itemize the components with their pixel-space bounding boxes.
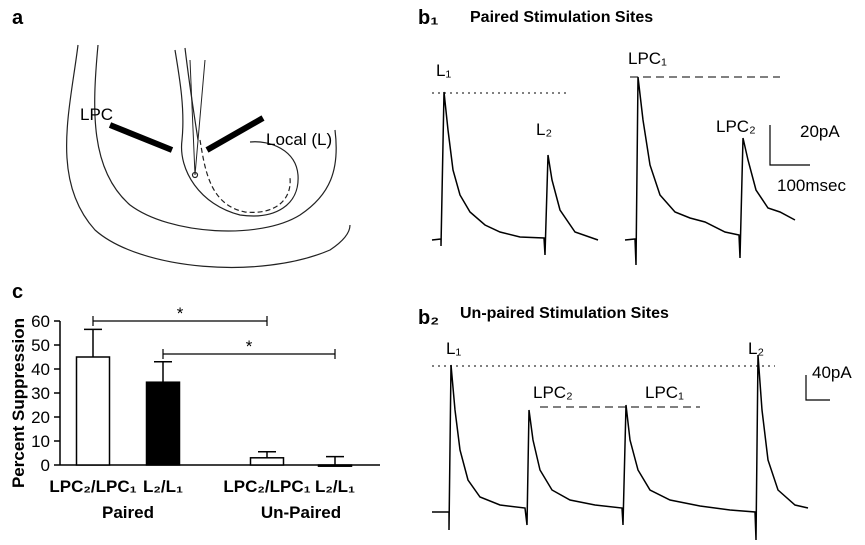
panel-label: a bbox=[12, 7, 24, 29]
error-bar bbox=[154, 361, 172, 383]
panel-title: Un-paired Stimulation Sites bbox=[460, 305, 669, 322]
x-tick-label: L₂/L₁ bbox=[315, 477, 355, 496]
panel-title: Paired Stimulation Sites bbox=[470, 9, 653, 26]
scale-label: 40pA bbox=[812, 363, 852, 382]
trace bbox=[432, 354, 809, 541]
error-bar bbox=[84, 328, 102, 357]
electrode bbox=[108, 122, 174, 153]
electrode-label: Local (L) bbox=[266, 130, 332, 149]
x-tick-label: LPC₂/LPC₁ bbox=[223, 477, 310, 496]
y-tick-label: 10 bbox=[31, 432, 50, 451]
scale-label: 100msec bbox=[777, 176, 846, 195]
bar bbox=[249, 457, 285, 466]
panel-label: c bbox=[12, 281, 23, 303]
y-tick-label: 50 bbox=[31, 336, 50, 355]
bar bbox=[75, 356, 111, 466]
trace bbox=[431, 91, 599, 256]
bar bbox=[145, 381, 181, 466]
scale-bar bbox=[769, 125, 810, 166]
y-tick-label: 20 bbox=[31, 408, 50, 427]
y-tick-label: 0 bbox=[41, 456, 50, 475]
y-tick-label: 60 bbox=[31, 312, 50, 331]
significance-label: * bbox=[177, 304, 184, 323]
significance-label: * bbox=[246, 337, 253, 356]
peak-label: LPC₁ bbox=[645, 383, 684, 402]
peak-label: LPC₂ bbox=[716, 117, 756, 136]
x-tick-label: LPC₂/LPC₁ bbox=[49, 477, 136, 496]
peak-label: L₂ bbox=[748, 339, 764, 358]
error-bar bbox=[258, 451, 276, 458]
group-label: Paired bbox=[102, 503, 154, 522]
error-bar bbox=[326, 455, 344, 467]
scale-bar bbox=[805, 375, 830, 401]
group-label: Un-Paired bbox=[261, 503, 341, 522]
electrode bbox=[205, 115, 265, 153]
peak-label: L₁ bbox=[446, 339, 461, 358]
scale-label: 20pA bbox=[800, 122, 840, 141]
trace bbox=[624, 76, 796, 266]
y-tick-label: 30 bbox=[31, 384, 50, 403]
slice-drawing bbox=[66, 44, 351, 269]
electrode-label: LPC bbox=[80, 105, 113, 124]
peak-label: LPC₁ bbox=[628, 49, 667, 68]
y-tick-label: 40 bbox=[31, 360, 50, 379]
significance-bracket bbox=[92, 316, 268, 326]
panel-label: b₂ bbox=[418, 307, 439, 329]
x-tick-label: L₂/L₁ bbox=[143, 477, 183, 496]
peak-label: L₁ bbox=[436, 61, 451, 80]
panel-label: b₁ bbox=[418, 7, 439, 29]
peak-label: L₂ bbox=[536, 120, 552, 139]
significance-bracket bbox=[162, 349, 336, 359]
y-axis-label: Percent Suppression bbox=[9, 318, 28, 488]
peak-label: LPC₂ bbox=[533, 383, 573, 402]
